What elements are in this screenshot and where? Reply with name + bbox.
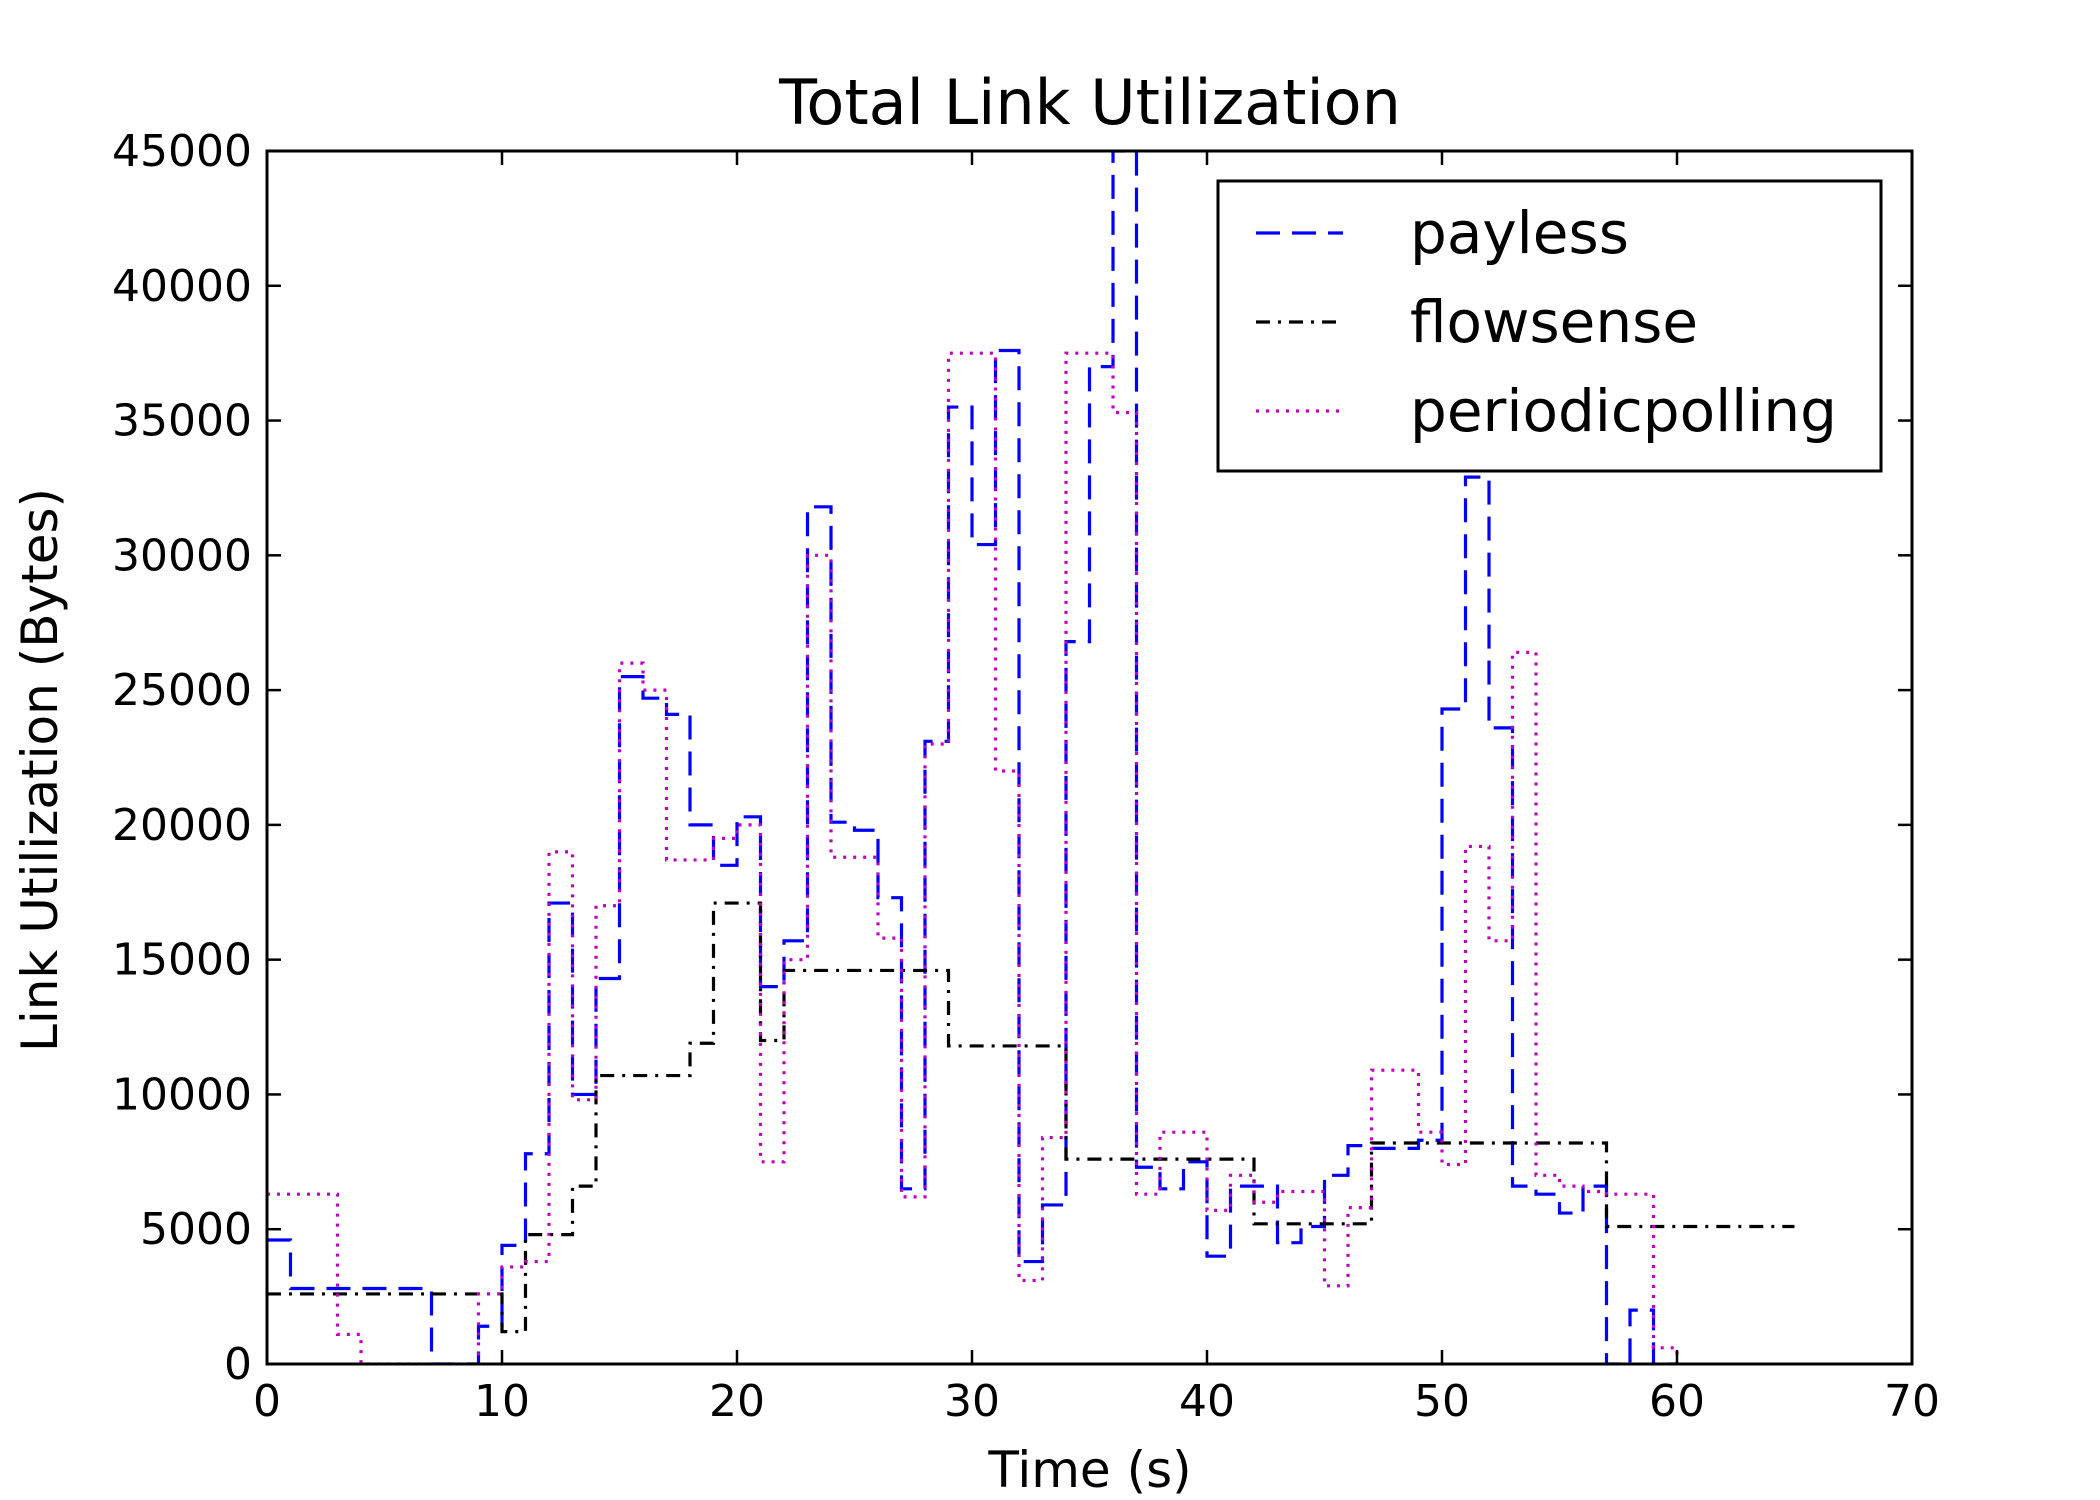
series-layer [267,151,1795,1364]
legend-box [1216,179,1883,473]
y-tick-label: 0 [224,1339,252,1390]
x-tick-label: 30 [944,1376,1000,1427]
y-tick-label: 35000 [112,396,252,447]
x-tick-label: 40 [1179,1376,1235,1427]
axis-layer: 0 10 20 30 40 50 60 70 0 5000 10000 15000 20000 25000… [112,126,1940,1427]
x-tick-label: 50 [1414,1376,1470,1427]
plot-frame [265,149,1914,1366]
y-tick-label: 5000 [140,1204,252,1255]
legend-label-periodicpolling: periodicpolling [1410,377,1837,445]
legend: payless flowsense periodicpolling [1216,179,1883,473]
y-tick-label: 40000 [112,261,252,312]
x-tick-label: 10 [474,1376,530,1427]
series-line-flowsense [267,901,1795,1334]
y-tick-label: 15000 [112,935,252,986]
y-tick-label: 10000 [112,1069,252,1120]
x-axis-label: Time (s) [987,1441,1191,1499]
y-tick-label: 30000 [112,530,252,581]
x-tick-label: 70 [1884,1376,1940,1427]
y-axis-label: Link Utilization (Bytes) [11,488,69,1052]
y-tick-label: 25000 [112,665,252,716]
legend-label-payless: payless [1410,199,1629,267]
y-tick-label: 45000 [112,126,252,177]
x-tick-label: 0 [253,1376,281,1427]
x-tick-label: 20 [709,1376,765,1427]
chart-title: Total Link Utilization [778,66,1401,139]
legend-label-flowsense: flowsense [1410,288,1698,356]
x-tick-label: 60 [1649,1376,1705,1427]
y-tick-label: 20000 [112,800,252,851]
